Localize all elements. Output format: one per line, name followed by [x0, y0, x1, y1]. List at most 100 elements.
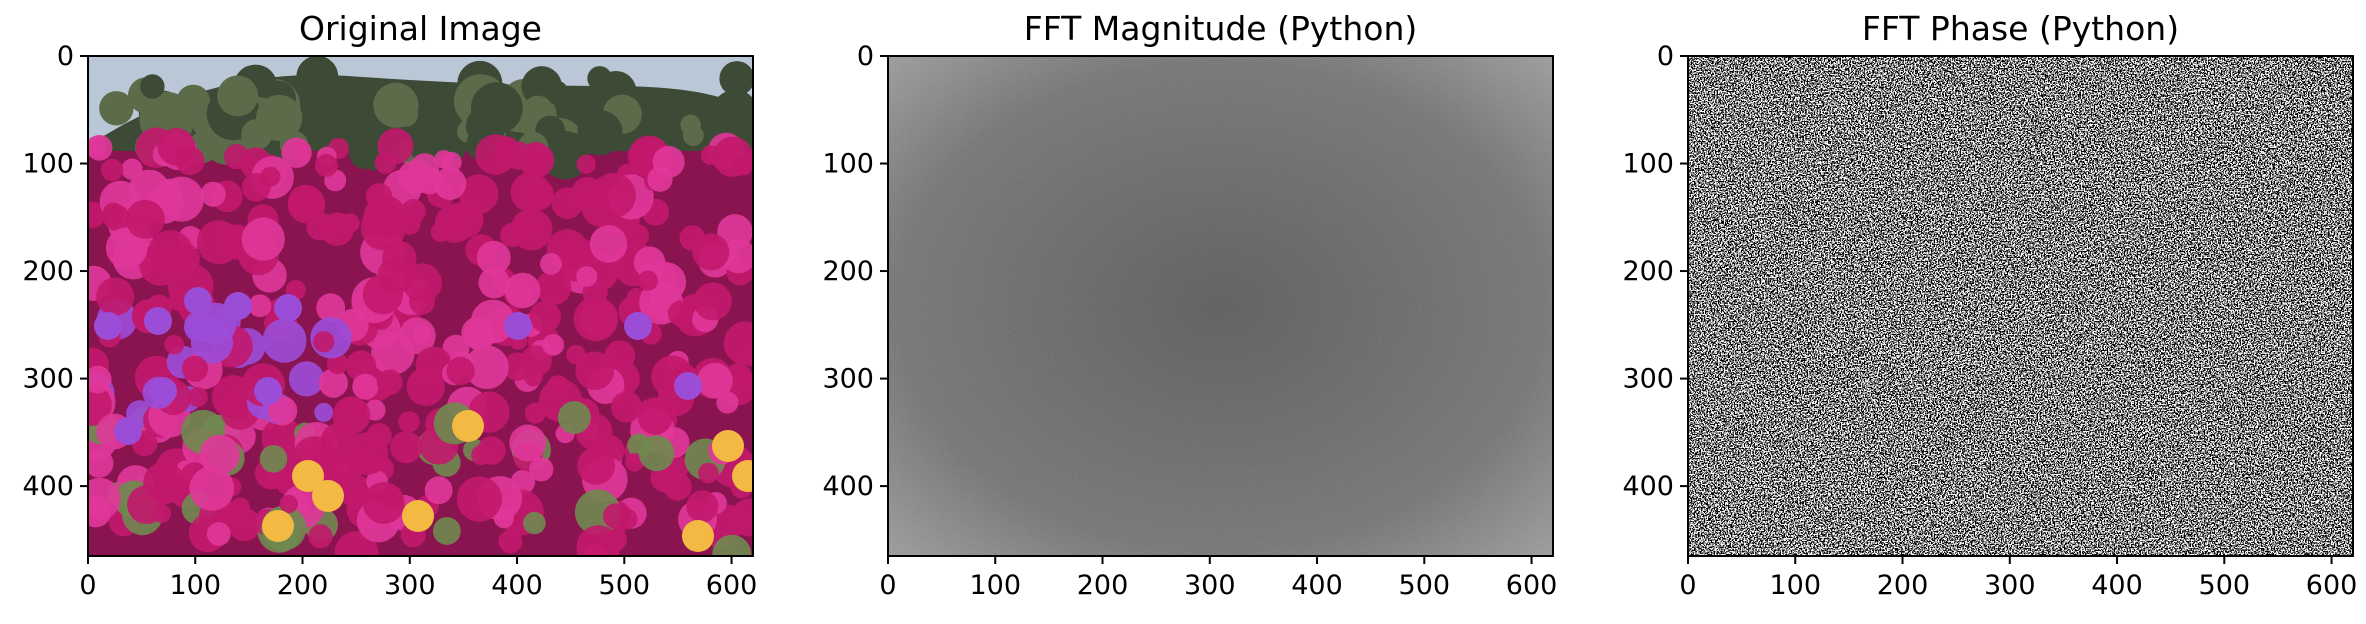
flower	[529, 457, 554, 482]
x-tick-label: 200	[1077, 570, 1129, 601]
foliage-blob	[256, 94, 303, 142]
flower	[697, 362, 733, 399]
flower	[535, 269, 572, 306]
flower-yellow	[712, 430, 744, 462]
y-tick-label: 200	[1622, 256, 1674, 287]
foliage-blob	[521, 66, 562, 107]
foliage-blob	[99, 91, 134, 126]
flower	[667, 300, 694, 326]
flower	[164, 334, 185, 355]
flower	[262, 318, 307, 363]
flower	[308, 524, 333, 549]
flower	[313, 331, 335, 353]
x-tick-label: 300	[1984, 570, 2036, 601]
flower	[88, 477, 121, 520]
flower	[611, 391, 643, 423]
flower	[377, 128, 414, 165]
flower	[432, 517, 461, 545]
flower	[434, 203, 475, 243]
x-tick-label: 500	[2199, 570, 2251, 601]
flower	[345, 447, 372, 475]
panel-original-image: Original Image 0 100 200 300 400 500 600 0 100 20…	[22, 9, 757, 601]
flower	[589, 225, 628, 263]
flower	[546, 375, 570, 399]
flower	[341, 397, 365, 421]
flower	[147, 230, 193, 276]
flower	[96, 277, 135, 316]
axes-frame	[1687, 55, 2354, 557]
panel-title: Original Image	[299, 9, 542, 48]
y-tick-label: 400	[22, 471, 74, 502]
fft-magnitude-plot	[888, 56, 1553, 556]
flower	[382, 241, 417, 276]
panel-title: FFT Phase (Python)	[1862, 9, 2179, 48]
flower	[401, 199, 426, 224]
flower	[478, 266, 510, 299]
flower	[248, 294, 272, 318]
foliage-blob	[577, 110, 623, 156]
foliage-blob	[682, 125, 704, 147]
flower	[288, 361, 325, 397]
flower	[575, 351, 615, 391]
x-tick-label: 400	[2091, 570, 2143, 601]
flower	[281, 137, 312, 169]
flower	[712, 534, 752, 556]
phase-noise	[1688, 56, 2353, 556]
flower	[362, 482, 405, 524]
y-tick-label: 200	[22, 256, 74, 287]
flower	[693, 282, 732, 321]
y-tick-label: 100	[22, 149, 74, 180]
flower-yellow	[732, 460, 753, 492]
flower	[523, 511, 546, 535]
flower-purple	[94, 312, 122, 340]
flower	[366, 423, 392, 449]
flower	[509, 424, 547, 462]
y-tick-label: 100	[822, 149, 874, 180]
flower	[446, 356, 475, 386]
flower	[314, 153, 338, 178]
x-tick-label: 100	[169, 570, 221, 601]
foliage-blob	[711, 89, 753, 137]
flower	[573, 296, 619, 342]
flower	[362, 274, 404, 315]
flower-purple	[674, 372, 702, 400]
flower	[698, 462, 719, 484]
flower	[345, 350, 377, 381]
flower	[200, 181, 226, 207]
y-tick-label: 300	[1622, 364, 1674, 395]
flower	[156, 178, 182, 204]
magnitude-noise	[888, 56, 1553, 556]
y-tick-label: 300	[22, 364, 74, 395]
flower-yellow	[292, 460, 324, 492]
axis-ticks: 0 100 200 300 400 500 600 0 100 200 300 400	[822, 41, 1557, 601]
y-tick-label: 0	[1657, 41, 1674, 72]
flower	[730, 498, 753, 537]
x-tick-label: 500	[1399, 570, 1451, 601]
x-tick-label: 600	[2306, 570, 2358, 601]
flower	[314, 402, 334, 422]
flower	[577, 446, 616, 485]
y-tick-label: 400	[822, 471, 874, 502]
flower	[410, 153, 440, 183]
flower	[320, 212, 354, 246]
flower	[424, 476, 453, 505]
flower	[100, 158, 124, 182]
flower	[646, 262, 687, 303]
flower	[376, 369, 403, 396]
x-tick-label: 600	[706, 570, 758, 601]
foliage-blob	[140, 74, 165, 99]
flower	[318, 368, 348, 398]
flower-yellow	[682, 520, 714, 552]
flower	[476, 240, 511, 275]
flower	[127, 485, 166, 525]
flower	[88, 134, 113, 161]
flower	[576, 154, 596, 174]
flower	[523, 367, 543, 387]
flower	[692, 233, 730, 271]
axis-ticks: 0 100 200 300 400 500 600 0 100 200 300 400	[22, 41, 757, 601]
x-tick-label: 500	[599, 570, 651, 601]
flower	[125, 199, 165, 239]
x-tick-label: 200	[1877, 570, 1929, 601]
flower	[189, 466, 235, 511]
